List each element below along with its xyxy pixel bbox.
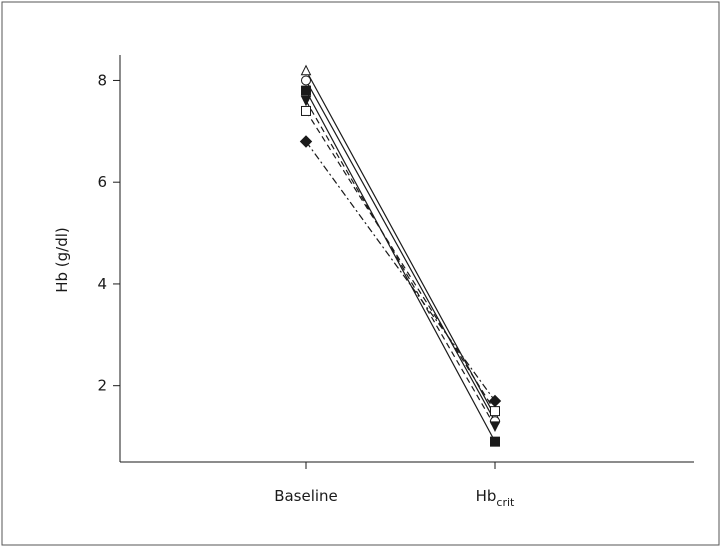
data-point-open-square [301, 105, 311, 116]
series-markers [299, 64, 502, 447]
data-point-open-triangle [300, 64, 312, 76]
data-point-open-square [490, 406, 500, 417]
series-line [305, 110, 496, 412]
x-tick-label: Hbcrit [476, 487, 515, 509]
data-point-filled-diamond [299, 135, 313, 148]
x-tick-label-subscript: crit [496, 496, 515, 509]
series-line [305, 80, 496, 422]
axes: 2 4 6 8 Baseline Hbcrit [97, 55, 694, 509]
y-tick-label: 2 [97, 377, 107, 395]
series-line [305, 141, 496, 402]
y-tick-label: 6 [97, 173, 107, 191]
data-point-filled-diamond [488, 394, 502, 408]
series-line [305, 69, 496, 417]
y-tick-label: 8 [97, 71, 107, 89]
data-point-filled-square [490, 436, 500, 447]
x-tick-label: Baseline [274, 487, 338, 505]
series-line [305, 100, 496, 427]
x-tick-label-main: Hb [476, 487, 497, 505]
data-point-filled-triangle-down [300, 95, 312, 107]
series-lines [305, 69, 496, 442]
y-tick-label: 4 [97, 275, 107, 293]
data-point-filled-square [301, 85, 311, 96]
series-line [305, 90, 496, 442]
data-point-filled-triangle-down [489, 421, 501, 433]
y-axis-label: Hb (g/dl) [53, 227, 71, 293]
data-point-open-circle [301, 75, 311, 86]
x-tick-label-main: Baseline [274, 487, 338, 505]
